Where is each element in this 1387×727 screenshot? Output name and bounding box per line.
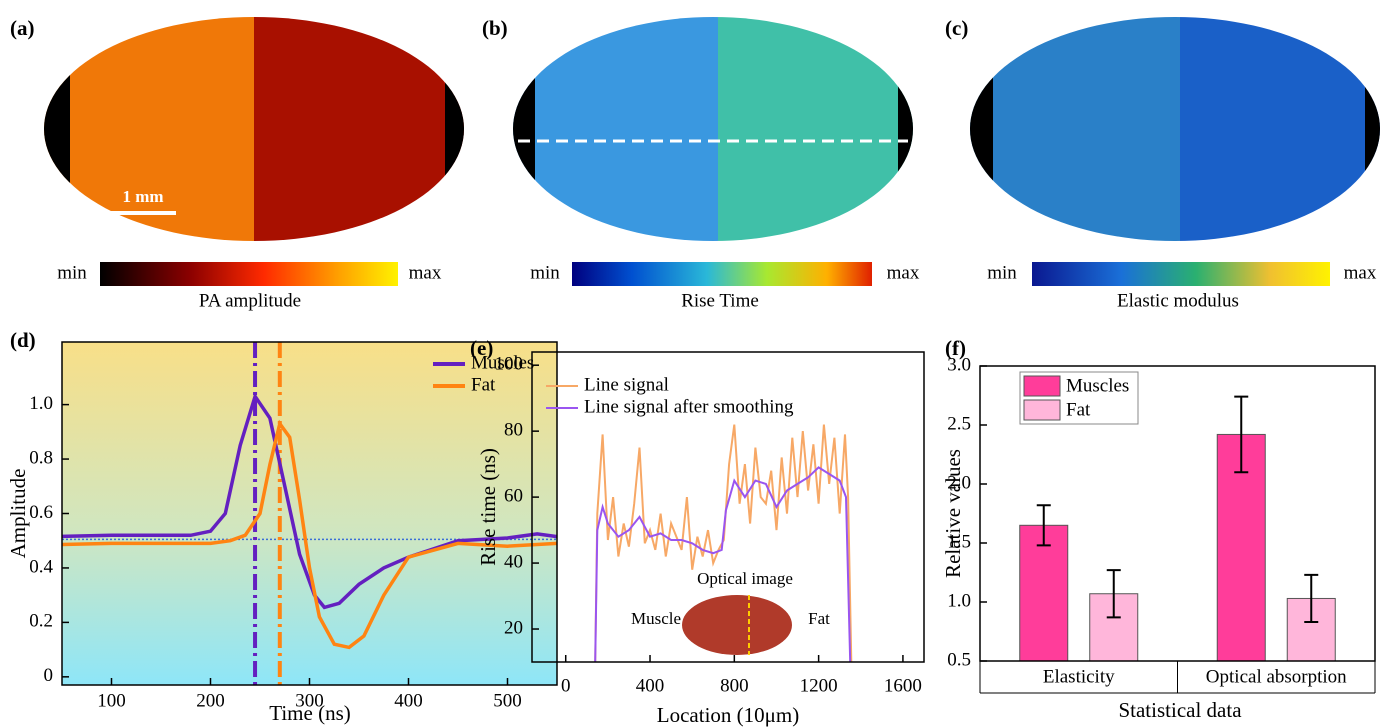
x-axis-title: Statistical data: [1118, 698, 1242, 722]
x-tick-label: 500: [493, 690, 522, 711]
y-tick-label: 0.6: [29, 502, 53, 523]
colorbar-min: min: [987, 262, 1017, 283]
colorbar-caption: PA amplitude: [199, 290, 301, 311]
x-tick-label: Optical absorption: [1206, 666, 1347, 687]
panel-label: (f): [945, 336, 966, 360]
y-tick-label: 0: [44, 665, 54, 686]
plot-frame: [61, 341, 558, 686]
legend-swatch: [1023, 399, 1061, 421]
y-tick-label: 2.0: [947, 472, 971, 493]
inset-image: [682, 595, 792, 655]
x-tick-label: 800: [720, 675, 749, 696]
bar: [1019, 524, 1069, 662]
legend-label: Fat: [1066, 399, 1091, 420]
legend-swatch: [1023, 375, 1061, 397]
x-axis-title: Time (ns): [269, 701, 351, 725]
line: [61, 419, 558, 650]
y-axis-title: Amplitude: [6, 469, 30, 559]
rise-time-image: [513, 17, 913, 241]
panel-label: (e): [470, 336, 493, 360]
x-tick-label: 100: [97, 690, 126, 711]
legend-label: Muscles: [1066, 375, 1129, 396]
colorbar: [100, 262, 398, 286]
y-tick-label: 0.5: [947, 649, 971, 670]
legend-label: Line signal: [584, 374, 669, 395]
colorbar-max: max: [887, 262, 920, 283]
y-tick-label: 0.8: [29, 447, 53, 468]
panel-label: (d): [10, 328, 36, 352]
x-tick-label: 1600: [884, 675, 922, 696]
y-tick-label: 0.2: [29, 611, 53, 632]
error-bar: [1234, 395, 1249, 474]
y-tick-label: 0.4: [29, 556, 53, 577]
x-tick-label: 400: [394, 690, 423, 711]
x-tick-label: 200: [196, 690, 225, 711]
plot-frame: [979, 365, 1376, 662]
x-axis-title: Location (10μm): [657, 703, 799, 727]
inset-title: Optical image: [697, 569, 793, 588]
panel-label: (c): [945, 16, 968, 40]
y-tick-label: 1.5: [947, 531, 971, 552]
y-tick-label: 40: [504, 551, 523, 572]
panel-label: (a): [10, 16, 35, 40]
colorbar-min: min: [530, 262, 560, 283]
plot-frame: [531, 351, 925, 663]
line: [594, 466, 852, 663]
y-tick-label: 1.0: [947, 590, 971, 611]
x-tick-label: 400: [636, 675, 665, 696]
colorbar-min: min: [57, 262, 87, 283]
colorbar-caption: Elastic modulus: [1117, 290, 1239, 311]
panel-label: (b): [482, 16, 508, 40]
legend-label: Fat: [471, 374, 496, 395]
inset-label: Muscle: [631, 609, 681, 628]
colorbar-max: max: [1344, 262, 1377, 283]
y-tick-label: 3.0: [947, 354, 971, 375]
y-axis-title: Rise time (ns): [476, 448, 500, 566]
y-tick-label: 2.5: [947, 413, 971, 434]
y-tick-label: 1.0: [29, 393, 53, 414]
x-tick-label: 300: [295, 690, 324, 711]
y-tick-label: 60: [504, 485, 523, 506]
line: [594, 424, 853, 663]
plot-background: [62, 342, 557, 685]
colorbar-max: max: [409, 262, 442, 283]
error-bar: [1304, 573, 1319, 624]
scale-label: 1 mm: [122, 187, 163, 206]
error-bar: [1036, 504, 1051, 547]
legend-label: Line signal after smoothing: [584, 396, 794, 417]
colorbar: [1032, 262, 1330, 286]
error-bar: [1106, 569, 1121, 619]
y-tick-label: 80: [504, 420, 523, 441]
x-tick-label: Elasticity: [1043, 666, 1115, 687]
x-tick-label: 0: [561, 675, 571, 696]
x-tick-label: 1200: [800, 675, 838, 696]
inset-label: Fat: [808, 609, 830, 628]
colorbar-caption: Rise Time: [681, 290, 759, 311]
elastic-image: [970, 17, 1380, 241]
pa-image: [44, 17, 464, 241]
y-axis-title: Relative values: [941, 449, 965, 578]
legend-label: Muscles: [471, 352, 534, 373]
y-tick-label: 100: [495, 354, 524, 375]
y-tick-label: 20: [504, 617, 523, 638]
colorbar: [572, 262, 872, 286]
